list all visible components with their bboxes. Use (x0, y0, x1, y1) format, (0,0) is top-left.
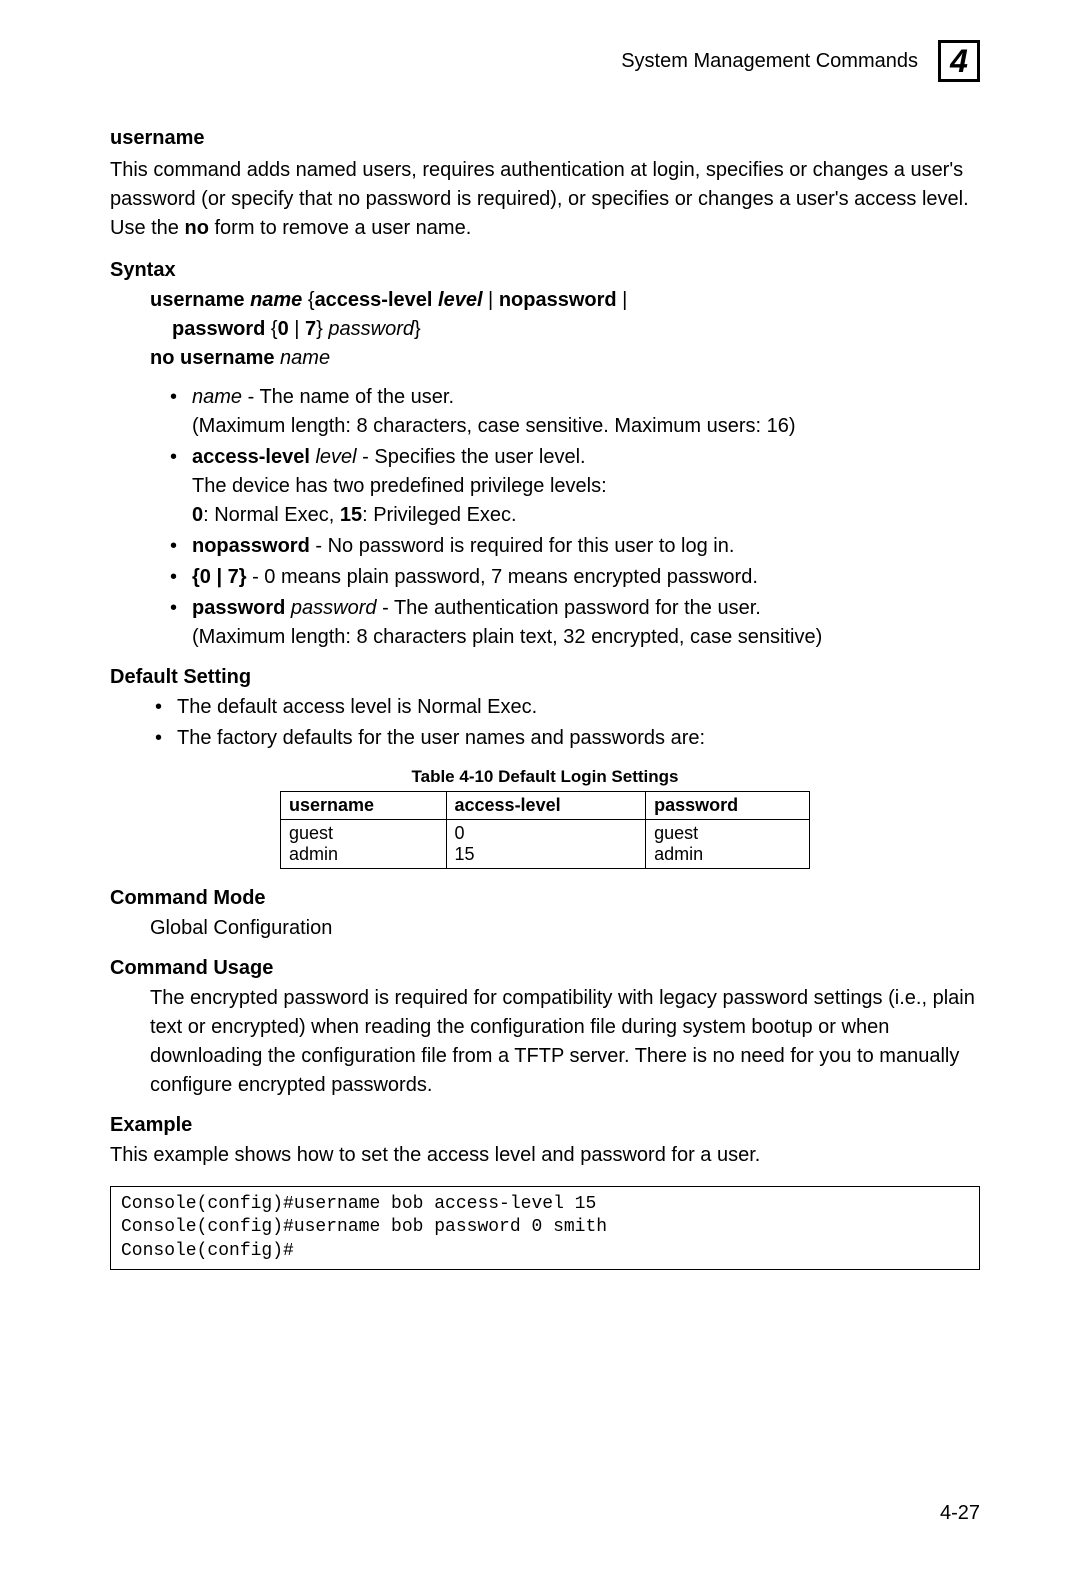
default-setting-list: The default access level is Normal Exec.… (155, 693, 980, 753)
default-bullet-2: The factory defaults for the user names … (155, 724, 980, 753)
command-name: username (110, 127, 980, 150)
cell-p-1: guest (654, 823, 698, 843)
syntax-l2h: } (414, 318, 421, 340)
syntax-l1g: | (483, 289, 499, 311)
col-username: username (281, 792, 447, 820)
p5d: - The authentication password for the us… (377, 597, 761, 619)
command-usage-text: The encrypted password is required for c… (150, 984, 980, 1100)
cell-access-level: 0 15 (446, 820, 646, 869)
p1a: name (192, 386, 242, 408)
cell-u-1: guest (289, 823, 333, 843)
syntax-l1h: nopassword (499, 289, 617, 311)
syntax-l2e: 7 (305, 318, 316, 340)
syntax-l3b: name (280, 347, 330, 369)
syntax-l2c: 0 (278, 318, 289, 340)
p2e: The device has two predefined privilege … (192, 475, 607, 497)
col-access-level: access-level (446, 792, 646, 820)
desc-bold: no (184, 217, 208, 239)
syntax-l3a: no username (150, 347, 280, 369)
p1c: (Maximum length: 8 characters, case sens… (192, 415, 796, 437)
p5c: password (291, 597, 377, 619)
command-description: This command adds named users, requires … (110, 156, 980, 243)
p5e: (Maximum length: 8 characters plain text… (192, 626, 822, 648)
syntax-line2: password {0 | 7} password} (172, 315, 980, 344)
col-password: password (646, 792, 810, 820)
p2i: : Privileged Exec. (362, 504, 517, 526)
syntax-l2b: { (265, 318, 277, 340)
cell-a-1: 0 (455, 823, 465, 843)
table-row: guest admin 0 15 guest admin (281, 820, 810, 869)
param-password: password password - The authentication p… (170, 594, 980, 652)
login-settings-table: username access-level password guest adm… (280, 791, 810, 869)
param-name: name - The name of the user. (Maximum le… (170, 383, 980, 441)
default-bullet-1: The default access level is Normal Exec. (155, 693, 980, 722)
syntax-l1f: level (438, 289, 482, 311)
syntax-heading: Syntax (110, 259, 980, 282)
table-header-row: username access-level password (281, 792, 810, 820)
syntax-l2f: } (316, 318, 328, 340)
syntax-l2a: password (172, 318, 265, 340)
p2a: access-level (192, 446, 310, 468)
syntax-l2g: password (328, 318, 414, 340)
p2f: 0 (192, 504, 203, 526)
syntax-l1b: name (250, 289, 302, 311)
command-mode-heading: Command Mode (110, 887, 980, 910)
p1b: - The name of the user. (242, 386, 454, 408)
p3a: nopassword (192, 535, 310, 557)
command-mode-text: Global Configuration (150, 914, 980, 943)
default-setting-heading: Default Setting (110, 666, 980, 689)
cell-a-2: 15 (455, 844, 475, 864)
chapter-number: 4 (950, 43, 968, 80)
syntax-l2d: | (289, 318, 305, 340)
page-number: 4-27 (940, 1502, 980, 1525)
p2d: - Specifies the user level. (357, 446, 586, 468)
example-heading: Example (110, 1114, 980, 1137)
example-intro: This example shows how to set the access… (110, 1141, 980, 1170)
p2h: 15 (340, 504, 362, 526)
p2c: level (315, 446, 356, 468)
cell-password: guest admin (646, 820, 810, 869)
param-access-level: access-level level - Specifies the user … (170, 443, 980, 530)
desc-tail: form to remove a user name. (209, 217, 471, 239)
param-nopassword: nopassword - No password is required for… (170, 532, 980, 561)
cell-username: guest admin (281, 820, 447, 869)
parameter-list: name - The name of the user. (Maximum le… (170, 383, 980, 652)
syntax-line3: no username name (150, 344, 980, 373)
table-caption: Table 4-10 Default Login Settings (110, 767, 980, 787)
header-title: System Management Commands (621, 50, 918, 73)
p2g: : Normal Exec, (203, 504, 340, 526)
p4b: - 0 means plain password, 7 means encryp… (247, 566, 758, 588)
syntax-l1d: access-level (315, 289, 433, 311)
param-zero-seven: {0 | 7} - 0 means plain password, 7 mean… (170, 563, 980, 592)
syntax-l1c: { (302, 289, 314, 311)
p4a: {0 | 7} (192, 566, 247, 588)
syntax-line1: username name {access-level level | nopa… (150, 286, 980, 315)
syntax-l1a: username (150, 289, 250, 311)
command-usage-heading: Command Usage (110, 957, 980, 980)
cell-u-2: admin (289, 844, 338, 864)
chapter-number-box: 4 (938, 40, 980, 82)
cell-p-2: admin (654, 844, 703, 864)
example-code: Console(config)#username bob access-leve… (110, 1186, 980, 1270)
page-header: System Management Commands 4 (110, 40, 980, 82)
syntax-l1i: | (617, 289, 628, 311)
p5a: password (192, 597, 285, 619)
p3b: - No password is required for this user … (310, 535, 735, 557)
syntax-block: username name {access-level level | nopa… (150, 286, 980, 373)
